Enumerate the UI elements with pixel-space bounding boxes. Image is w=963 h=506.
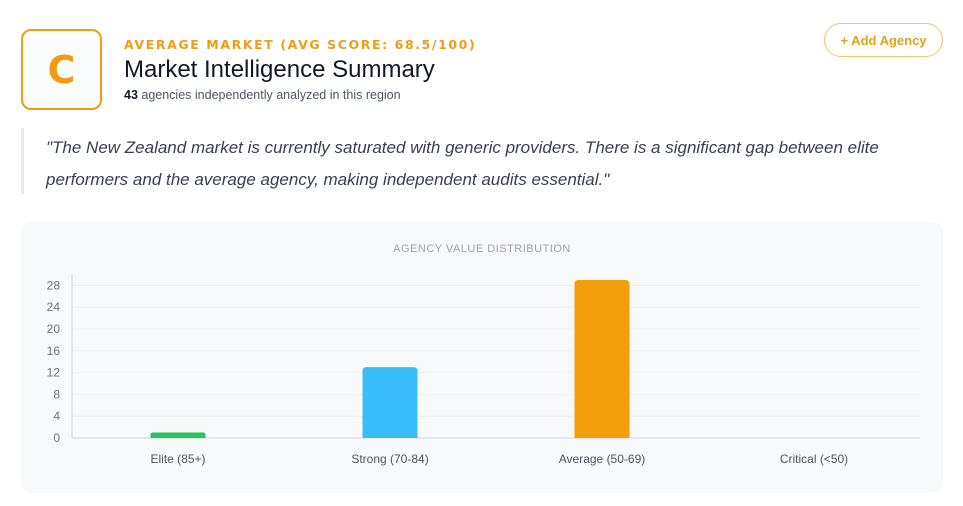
agency-count-line: 43 agencies independently analyzed in th… [124,88,476,102]
y-tick-label: 24 [47,300,61,314]
chart-title: AGENCY VALUE DISTRIBUTION [393,243,571,255]
y-tick-label: 4 [53,409,60,423]
distribution-chart-card: AGENCY VALUE DISTRIBUTION 0 4 8 12 16 20 24 28 E… [21,222,943,493]
market-quote: "The New Zealand market is currently sat… [21,128,951,194]
x-category-label: Critical (<50) [780,452,848,466]
summary-header: AVERAGE MARKET (AVG SCORE: 68.5/100) Mar… [124,37,476,102]
x-category-label: Strong (70-84) [351,452,428,466]
y-tick-label: 20 [47,322,61,336]
market-status-label: AVERAGE MARKET (AVG SCORE: 68.5/100) [124,37,477,52]
add-agency-button[interactable]: + Add Agency [824,23,943,57]
x-category-label: Elite (85+) [150,452,205,466]
y-tick-label: 12 [47,366,61,380]
grade-letter: C [47,47,76,92]
agency-count: 43 [124,88,138,102]
bar-3 [574,280,630,438]
y-tick-label: 16 [47,344,61,358]
bar-2 [362,367,418,438]
y-tick-label: 0 [53,431,60,445]
distribution-chart: 0 4 8 12 16 20 24 28 Elite (85+) Strong (70-84) Av… [47,274,920,466]
y-tick-label: 8 [53,387,60,401]
x-category-label: Average (50-69) [559,452,646,466]
agency-count-suffix: agencies independently analyzed in this … [137,88,401,102]
page-title: Market Intelligence Summary [124,56,435,83]
y-tick-label: 28 [47,278,61,292]
bar-1 [150,432,206,438]
grade-badge: C [21,29,102,110]
